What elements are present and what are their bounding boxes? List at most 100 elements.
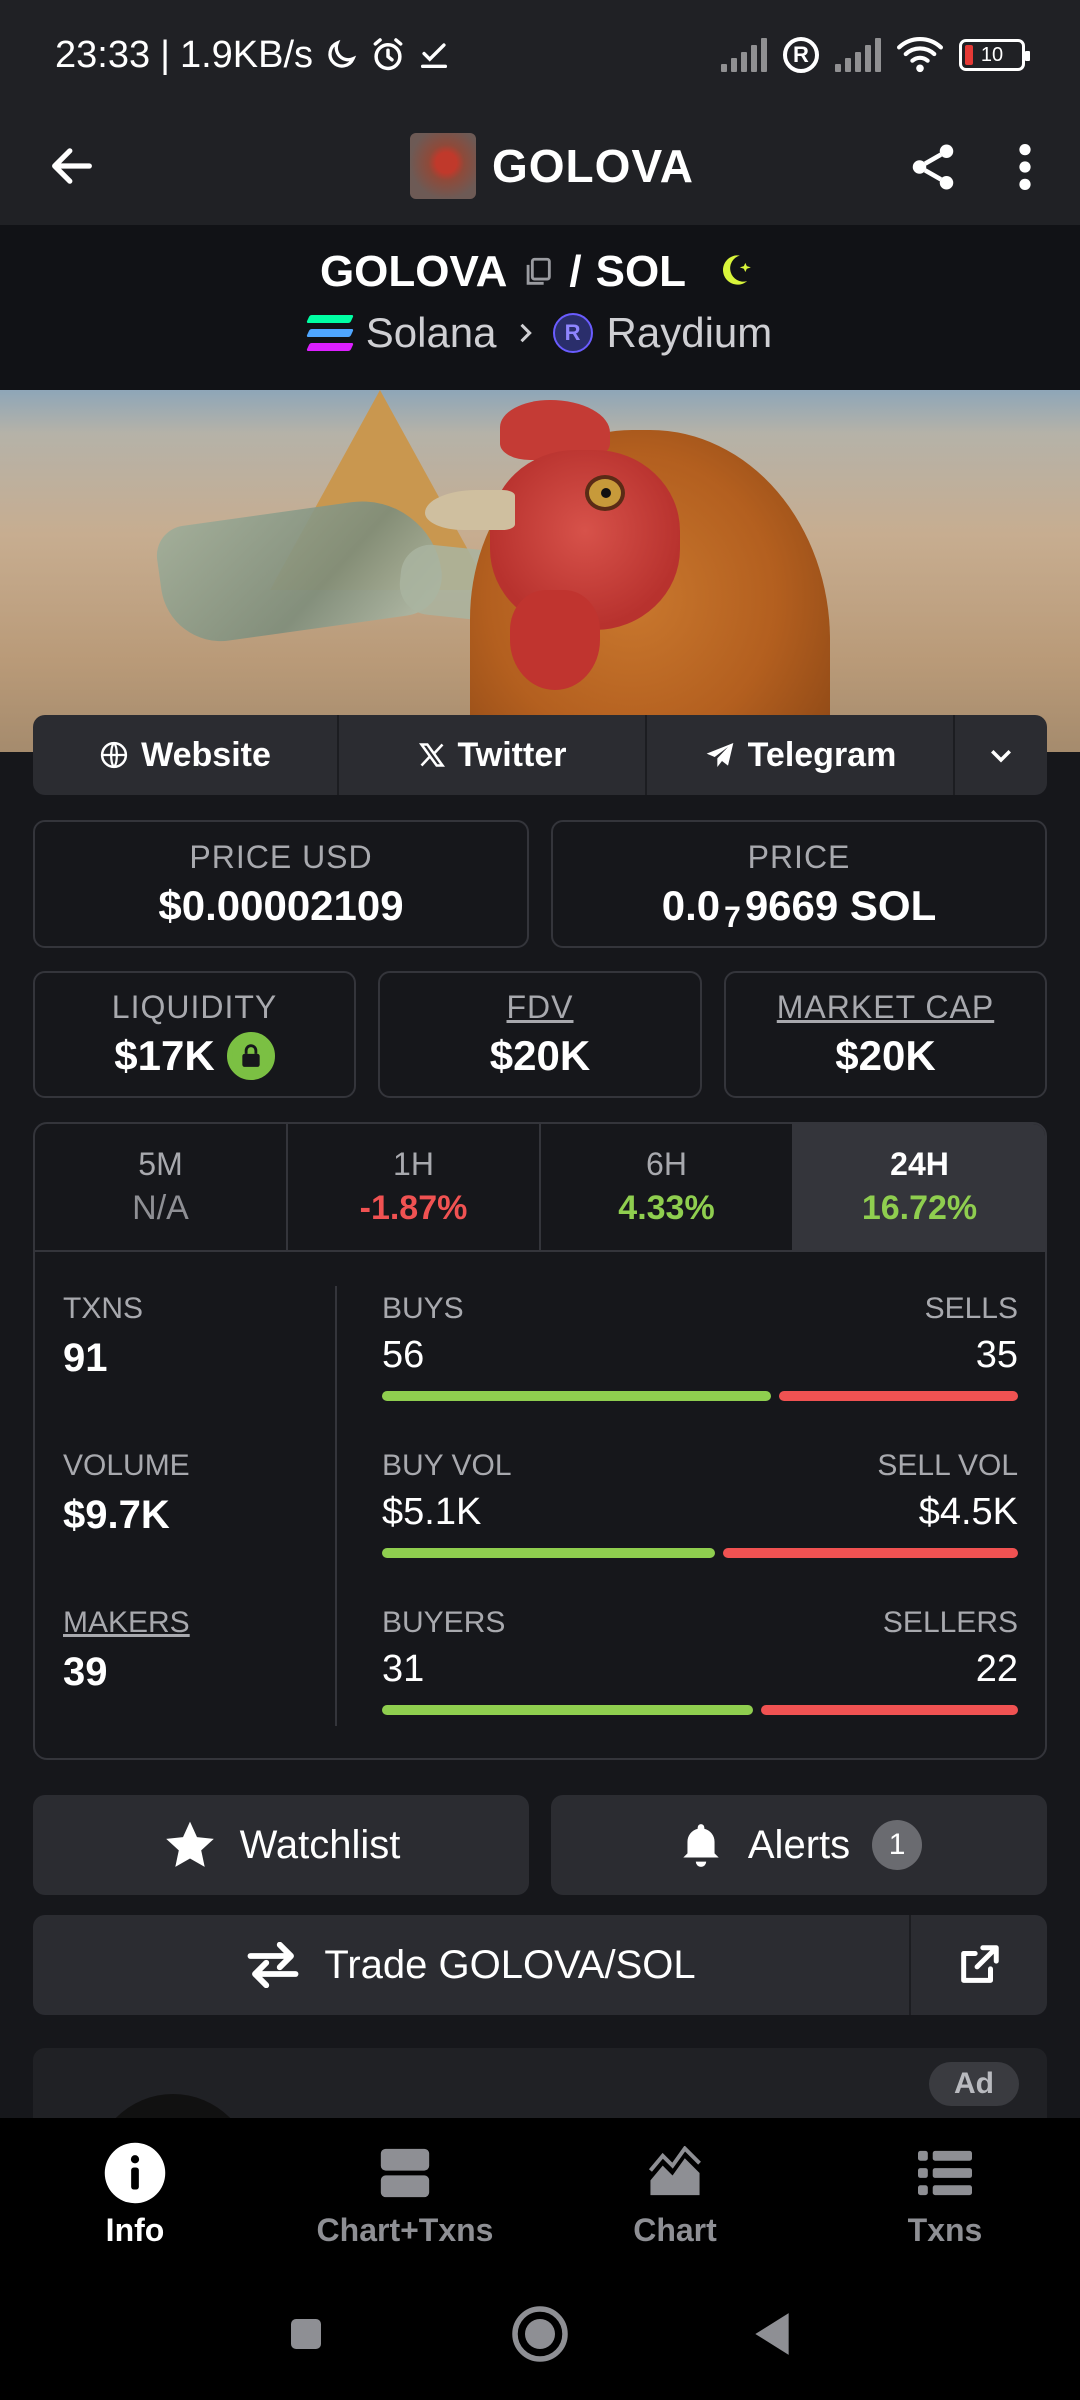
recents-button[interactable] — [274, 2302, 338, 2366]
app-bar: GOLOVA — [0, 110, 1080, 225]
price-zero-count: 7 — [724, 900, 741, 934]
star-icon — [165, 1821, 214, 1867]
moonshot-icon — [723, 255, 751, 285]
sellers-value: 22 — [975, 1648, 1018, 1690]
pair-line: GOLOVA / SOL — [0, 247, 1080, 297]
volume-split-bar — [382, 1548, 1018, 1558]
status-bar: 23:33 | 1.9KB/s R 10 — [0, 0, 1080, 110]
chevron-down-icon — [991, 750, 1011, 763]
solana-icon — [305, 315, 354, 351]
price-native-label: PRICE — [747, 838, 851, 875]
back-button[interactable] — [40, 134, 104, 198]
share-icon — [912, 144, 954, 190]
liquidity-value: $17K — [114, 1032, 215, 1079]
telegram-label: Telegram — [747, 735, 897, 774]
nav-chart-txns[interactable]: Chart+Txns — [270, 2118, 540, 2268]
stats-panel: 5M N/A 1H -1.87% 6H 4.33% 24H 16.72% TXN… — [33, 1122, 1047, 1760]
pair-header: GOLOVA / SOL Solana R Raydium — [0, 225, 1080, 390]
token-title: GOLOVA — [492, 140, 694, 192]
alerts-button[interactable]: Alerts 1 — [551, 1795, 1047, 1895]
swap-icon — [247, 1942, 299, 1988]
price-usd-label: PRICE USD — [189, 838, 373, 875]
trade-bar: Trade GOLOVA/SOL — [33, 1915, 1047, 2015]
change-5m: N/A — [132, 1189, 189, 1227]
buy-vol-value: $5.1K — [382, 1491, 482, 1533]
ad-badge: Ad — [929, 2062, 1019, 2106]
moon-icon — [328, 39, 357, 68]
market-cap-label: MARKET CAP — [776, 989, 995, 1025]
alarm-icon — [373, 38, 403, 71]
price-usd-value: $0.00002109 — [158, 881, 404, 929]
lock-icon[interactable] — [226, 1032, 275, 1080]
volume-stat: VOLUME $9.7K — [63, 1449, 343, 1538]
txns-value: 91 — [63, 1336, 108, 1380]
more-links-button[interactable] — [955, 715, 1047, 795]
dex-name[interactable]: Raydium — [606, 309, 773, 356]
battery-level: 10 — [980, 43, 1004, 66]
chain-name[interactable]: Solana — [365, 309, 497, 356]
market-cap-card[interactable]: MARKET CAP $20K — [724, 971, 1047, 1098]
home-button[interactable] — [508, 2302, 572, 2366]
share-button[interactable] — [900, 134, 966, 200]
trade-external-button[interactable] — [911, 1915, 1047, 2015]
copy-icon[interactable] — [521, 255, 555, 289]
system-nav-bar — [0, 2268, 1080, 2400]
socials-bar: Website Twitter Telegram — [33, 715, 1047, 795]
battery-icon: 10 — [959, 39, 1030, 71]
trade-button[interactable]: Trade GOLOVA/SOL — [33, 1915, 911, 2015]
change-6h: 4.33% — [618, 1189, 715, 1227]
buyers-sellers-bar — [382, 1705, 1018, 1715]
triangle-back-icon — [755, 2313, 789, 2355]
list-icon — [918, 2150, 972, 2196]
website-label: Website — [141, 735, 271, 774]
nav-info[interactable]: Info — [0, 2118, 270, 2268]
watchlist-button[interactable]: Watchlist — [33, 1795, 529, 1895]
external-link-icon — [961, 1945, 999, 1983]
tab-5m[interactable]: 5M N/A — [35, 1124, 288, 1250]
twitter-button[interactable]: Twitter — [339, 715, 647, 795]
nav-chart[interactable]: Chart — [540, 2118, 810, 2268]
nav-txns[interactable]: Txns — [810, 2118, 1080, 2268]
buys-value: 56 — [382, 1334, 425, 1376]
more-vert-icon — [1019, 144, 1031, 190]
fdv-card[interactable]: FDV $20K — [378, 971, 702, 1098]
info-icon — [104, 2142, 166, 2204]
x-logo-icon — [418, 743, 445, 767]
price-native-value: 0.0 7 9669 SOL — [661, 881, 937, 934]
telegram-button[interactable]: Telegram — [647, 715, 955, 795]
chevron-right-icon — [519, 323, 532, 343]
price-native-card: PRICE 0.0 7 9669 SOL — [551, 820, 1047, 948]
ad-card[interactable]: Ad — [33, 2048, 1047, 2118]
status-time: 23:33 — [55, 33, 151, 76]
buys-sells-bar — [382, 1391, 1018, 1401]
tab-6h[interactable]: 6H 4.33% — [541, 1124, 794, 1250]
tab-1h[interactable]: 1H -1.87% — [288, 1124, 541, 1250]
split-view-icon — [380, 2148, 430, 2198]
square-icon — [291, 2319, 321, 2349]
signal-icon — [721, 38, 767, 72]
alerts-count-badge: 1 — [872, 1820, 923, 1870]
trade-label: Trade GOLOVA/SOL — [324, 1942, 696, 1987]
tab-24h[interactable]: 24H 16.72% — [794, 1124, 1045, 1250]
watchlist-label: Watchlist — [239, 1822, 401, 1867]
sells-value: 35 — [975, 1334, 1018, 1376]
quote-symbol: SOL — [595, 247, 687, 296]
telegram-icon — [706, 743, 734, 767]
globe-icon — [101, 741, 128, 769]
signal-icon-2 — [835, 38, 881, 72]
back-nav-button[interactable] — [740, 2302, 804, 2366]
makers-stat[interactable]: MAKERS 39 — [63, 1606, 343, 1695]
arrow-left-icon — [52, 148, 92, 184]
volume-split-row: BUY VOL SELL VOL $5.1K $4.5K — [382, 1449, 1018, 1558]
market-cap-value: $20K — [835, 1032, 936, 1079]
fdv-value: $20K — [489, 1032, 591, 1079]
base-symbol: GOLOVA — [319, 247, 508, 296]
token-avatar — [410, 133, 476, 199]
chain-line: Solana R Raydium — [0, 309, 1080, 357]
home-circle-icon — [512, 2306, 568, 2362]
alerts-label: Alerts — [747, 1822, 851, 1867]
network-speed: 1.9KB/s — [179, 33, 314, 76]
more-options-button[interactable] — [1000, 134, 1050, 200]
liquidity-label: LIQUIDITY — [111, 989, 278, 1025]
website-button[interactable]: Website — [33, 715, 339, 795]
